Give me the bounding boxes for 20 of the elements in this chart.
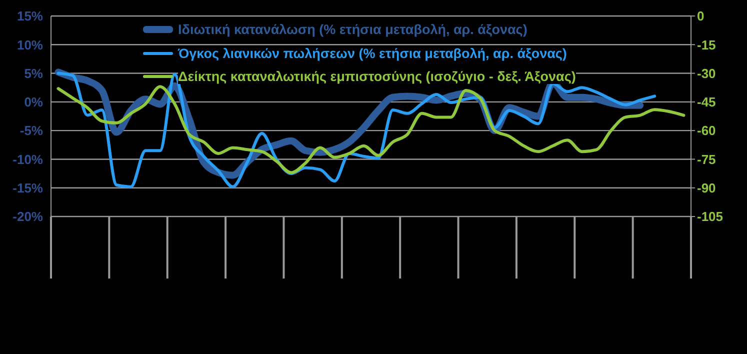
y2-tick-label: -75	[697, 152, 716, 167]
y2-tick-label: -30	[697, 66, 716, 81]
legend-label: Ιδιωτική κατανάλωση (% ετήσια μεταβολή, αρ. άξονας)	[178, 22, 528, 38]
y-tick-label: 10%	[16, 37, 44, 52]
y2-tick-label: -45	[697, 94, 716, 110]
y2-tick-label: 0	[697, 8, 704, 24]
line-series	[56, 85, 686, 174]
y-tick-label: -10%	[12, 152, 44, 167]
legend-label: Όγκος λιανικών πωλήσεων (% ετήσια μεταβολή, αρ. άξονας)	[178, 46, 567, 61]
y-tick-label: 15%	[16, 8, 44, 24]
legend-label: Δείκτης καταναλωτικής εμπιστοσύνης (ισοζύγιο - δεξ. Άξονας)	[178, 69, 576, 84]
y-tick-label: -5%	[20, 123, 44, 138]
y2-tick-label: -60	[697, 123, 716, 138]
y-tick-label: 5%	[24, 66, 44, 81]
y2-tick-label: -90	[697, 180, 716, 196]
y-tick-label: -20%	[12, 209, 44, 224]
y-tick-label: 0%	[24, 94, 44, 110]
y-tick-label: -15%	[12, 180, 44, 196]
y2-tick-label: -15	[697, 37, 716, 52]
y2-tick-label: -105	[697, 209, 724, 224]
